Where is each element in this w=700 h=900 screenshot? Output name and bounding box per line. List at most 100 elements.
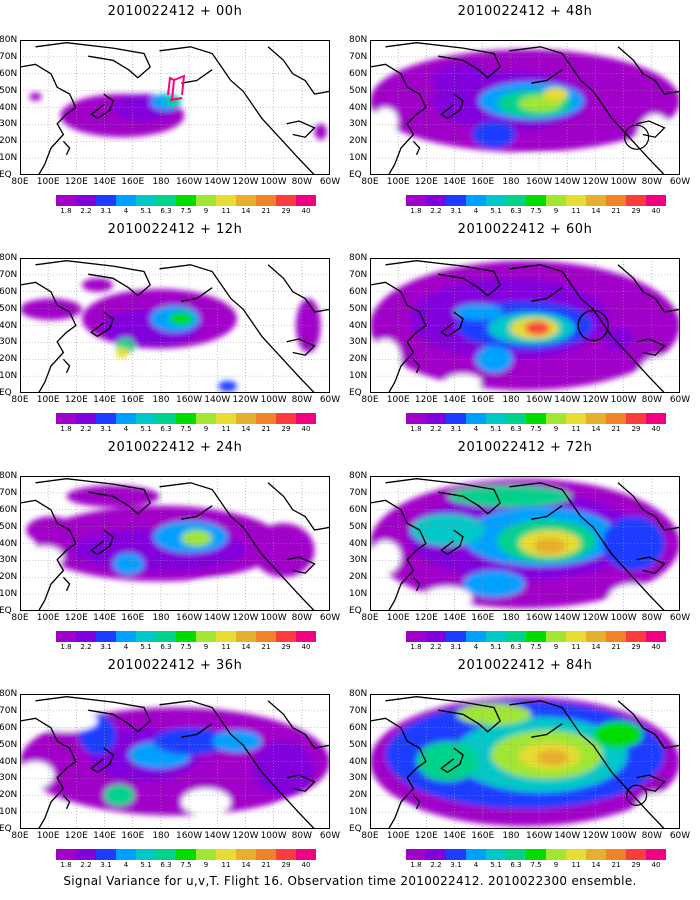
longitude-label: 160E [121,177,145,187]
colorbar-label: 4 [473,207,479,215]
colorbar-swatch [606,631,626,642]
colorbar-swatch [546,195,566,206]
colorbar-label: 4 [123,861,129,869]
colorbar-label: 5.1 [140,643,152,651]
colorbar-label: 14 [591,207,601,215]
colorbar-label: 11 [221,643,231,651]
colorbar-label: 7.5 [180,207,192,215]
low-variance-area [20,761,55,789]
coastline [509,700,665,829]
colorbar-label: 7.5 [530,861,542,869]
colorbar-label: 21 [611,425,621,433]
longitude-label: 160E [471,395,495,405]
colorbar-label: 21 [261,207,271,215]
latitude-label: 40N [349,102,368,113]
coastline [90,311,114,338]
coastline [20,717,77,829]
longitude-label: 140E [93,395,116,405]
colorbar-swatch [446,631,466,642]
latitude-label: 50N [0,739,18,750]
colorbar-label: 21 [261,861,271,869]
latitude-label: 80N [349,253,368,263]
coastline [370,63,427,175]
variance-contour [463,570,525,598]
longitude-label: 180 [502,395,520,405]
colorbar-swatch [136,195,156,206]
coastline [181,723,213,738]
colorbar [56,195,316,206]
coastline [159,700,315,829]
colorbar-label: 1.8 [410,861,422,869]
colorbar-labels: 1.8 2.2 3.1 4 5.1 6.3 7.5 9 11 14 21 29 40 [406,861,666,871]
latitude-label: 80N [349,471,368,481]
longitude-label: 100E [36,831,60,841]
latitude-label: 80N [0,253,18,263]
longitude-label: 100E [386,613,410,623]
longitude-label: 100E [386,177,410,187]
colorbar-swatch [76,413,96,424]
longitude-label: 160W [526,831,553,841]
longitude-label: 160W [526,613,553,623]
latitude-label: 10N [0,589,18,600]
colorbar-swatch [176,849,196,860]
longitude-label: 120W [582,613,609,623]
coastline [385,42,501,79]
coastline [636,338,666,356]
longitude-label: 160W [526,395,553,405]
longitude-label: 120W [232,613,259,623]
colorbar-label: 4 [473,861,479,869]
latitude-label: 20N [349,790,368,801]
variance-contour [537,749,569,766]
map-panel: 2010022412 + 24h 80N 70N 60N 50N 40N 30N 20N 10N… [0,436,350,654]
variance-contour [212,730,262,753]
colorbar-label: 5.1 [490,207,502,215]
low-variance-area [444,374,482,391]
colorbar-swatch [526,631,546,642]
colorbar-swatch [236,195,256,206]
colorbar-label: 7.5 [530,207,542,215]
longitude-label: 160E [471,613,495,623]
longitude-label: 100E [36,613,60,623]
latitude-label: 40N [0,102,18,113]
longitude-label: 100E [386,395,410,405]
low-variance-area [181,788,231,816]
colorbar-swatch [296,849,316,860]
colorbar-swatch [646,631,666,642]
map-panel: 2010022412 + 72h 80N 70N 60N 50N 40N 30N 20N 10N… [349,436,700,654]
latitude-label: 20N [349,354,368,365]
colorbar-swatch [646,195,666,206]
coastline [62,140,71,156]
coastline [370,281,427,393]
colorbar-label: 14 [241,207,251,215]
longitude-label: 80W [641,177,662,187]
latitude-label: 70N [0,51,18,62]
coastline [159,46,315,175]
colorbar-swatch [506,413,526,424]
colorbar-swatch [626,849,646,860]
coastline [90,93,114,120]
colorbar [406,195,666,206]
colorbar-swatch [426,849,446,860]
colorbar-label: 11 [571,425,581,433]
panel-title: 2010022412 + 48h [457,4,593,19]
variance-contour [218,380,237,392]
longitude-label: 120E [414,613,438,623]
latitude-label: 10N [349,153,368,164]
colorbar-label: 40 [651,643,661,651]
latitude-label: 40N [0,756,18,767]
variance-contour [447,485,572,508]
variance-contour [29,92,42,101]
colorbar-label: 4 [123,643,129,651]
low-variance-area [190,579,253,602]
colorbar-swatch [486,849,506,860]
longitude-label: 80W [641,395,662,405]
colorbar-swatch [156,849,176,860]
colorbar-swatch [176,631,196,642]
colorbar-label: 29 [281,861,291,869]
longitude-label: 60W [669,177,691,187]
longitude-label: 140W [204,177,231,187]
longitude-label: 80W [641,613,662,623]
panel-title: 2010022412 + 00h [107,4,243,19]
colorbar-label: 6.3 [510,207,522,215]
target-circle [624,124,650,150]
